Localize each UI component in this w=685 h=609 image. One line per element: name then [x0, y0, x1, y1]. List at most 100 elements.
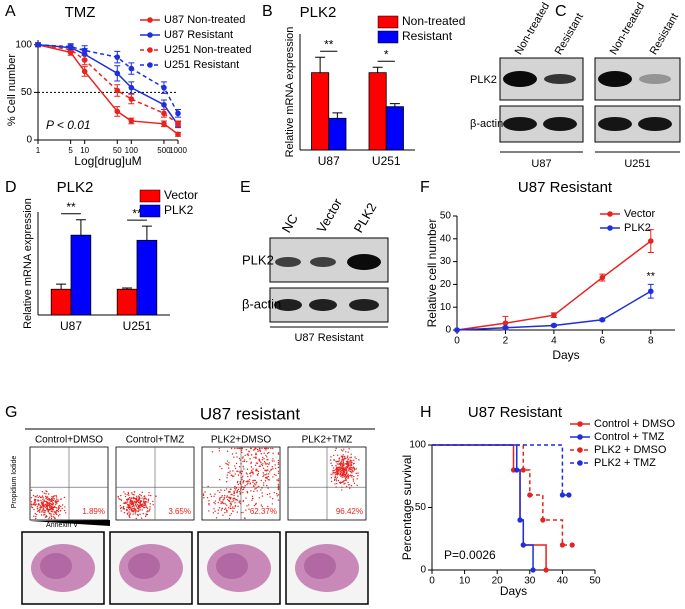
column-label: NC [279, 211, 301, 235]
flow-dot [146, 511, 148, 513]
flow-dot [344, 467, 347, 469]
data-point [517, 517, 523, 523]
flow-dot [335, 478, 338, 480]
flow-dot [338, 470, 341, 472]
flow-dot [274, 464, 276, 466]
flow-dot [231, 501, 233, 503]
flow-dot [206, 496, 209, 499]
flow-dot [227, 471, 229, 474]
flow-dot [237, 480, 239, 483]
flow-dot [138, 497, 140, 499]
flow-dot [137, 508, 140, 510]
y-tick-label: 50 [415, 502, 427, 513]
histology-section [216, 553, 248, 579]
flow-dot [226, 450, 229, 452]
data-point [114, 87, 121, 94]
flow-dot [345, 485, 348, 488]
flow-dot [277, 499, 280, 501]
flow-dot [255, 503, 257, 506]
flow-dot [349, 474, 351, 477]
flow-dot [234, 447, 236, 450]
flow-dot [143, 506, 145, 509]
flow-dot [277, 480, 280, 482]
x-tick-label: 4 [551, 336, 557, 347]
flow-dot [55, 502, 57, 504]
flow-dot [241, 457, 244, 459]
flow-dot [351, 474, 353, 477]
error-bar [75, 219, 86, 236]
flow-dot [46, 498, 49, 501]
flow-dot [236, 481, 239, 484]
flow-dot [35, 503, 37, 505]
flow-dot [133, 491, 136, 493]
flow-dot [241, 470, 243, 472]
flow-dot [250, 466, 253, 468]
flow-dot [213, 495, 215, 497]
flow-dot [238, 490, 241, 493]
flow-dot [277, 463, 280, 465]
flow-dot [255, 453, 258, 456]
flow-dot [39, 511, 41, 513]
flow-dot [338, 463, 340, 465]
bar [50, 288, 72, 316]
flow-dot [139, 505, 141, 507]
flow-dot [233, 497, 235, 499]
flow-dot [342, 469, 344, 471]
condition-label: Control+TMZ [126, 435, 185, 446]
flow-dot [127, 491, 129, 494]
legend-label: Non-treated [402, 14, 465, 28]
flow-dot [251, 469, 253, 472]
flow-dot [260, 479, 262, 482]
flow-dot [256, 474, 259, 476]
flow-dot [237, 474, 240, 476]
flow-dot [226, 476, 228, 479]
flow-dot [236, 447, 238, 450]
flow-dot [236, 470, 238, 472]
flow-dot [342, 471, 344, 473]
flow-dot [335, 460, 337, 463]
flow-dot [338, 468, 340, 471]
flow-dot [219, 491, 221, 493]
flow-dot [126, 494, 128, 496]
flow-dot [217, 501, 219, 504]
flow-dot [226, 495, 228, 497]
flow-dot [355, 457, 357, 460]
flow-dot [228, 462, 230, 464]
data-point [67, 43, 74, 50]
flow-dot [348, 484, 350, 486]
error-bar [141, 225, 152, 241]
flow-dot [345, 469, 348, 471]
flow-dot [229, 505, 232, 507]
blot-band [309, 299, 337, 311]
flow-dot [333, 459, 335, 461]
flow-dot [47, 493, 50, 495]
flow-dot [350, 453, 352, 455]
flow-dot [226, 474, 229, 476]
flow-dot [218, 447, 220, 450]
flow-dot [350, 462, 352, 465]
legend-label: U87 Non-treated [164, 14, 245, 26]
data-point [128, 96, 135, 102]
flow-dot [262, 463, 264, 465]
flow-dot [243, 460, 246, 463]
data-point [81, 47, 88, 54]
flow-dot [243, 468, 245, 470]
flow-dot [58, 506, 60, 508]
flow-dot [260, 452, 263, 455]
flow-dot [242, 465, 244, 468]
flow-dot [351, 461, 353, 464]
flow-dot [128, 497, 131, 499]
flow-dot [347, 460, 349, 462]
flow-dot [332, 470, 334, 472]
blot-band [310, 257, 336, 267]
data-point [527, 492, 533, 498]
flow-dot [356, 484, 358, 487]
flow-dot [261, 447, 263, 450]
flow-dot [228, 497, 230, 499]
flow-dot [58, 507, 61, 509]
data-point [559, 492, 566, 498]
data-point [520, 542, 526, 548]
flow-dot [337, 460, 340, 463]
blot-band [503, 71, 537, 87]
flow-dot [244, 517, 246, 520]
